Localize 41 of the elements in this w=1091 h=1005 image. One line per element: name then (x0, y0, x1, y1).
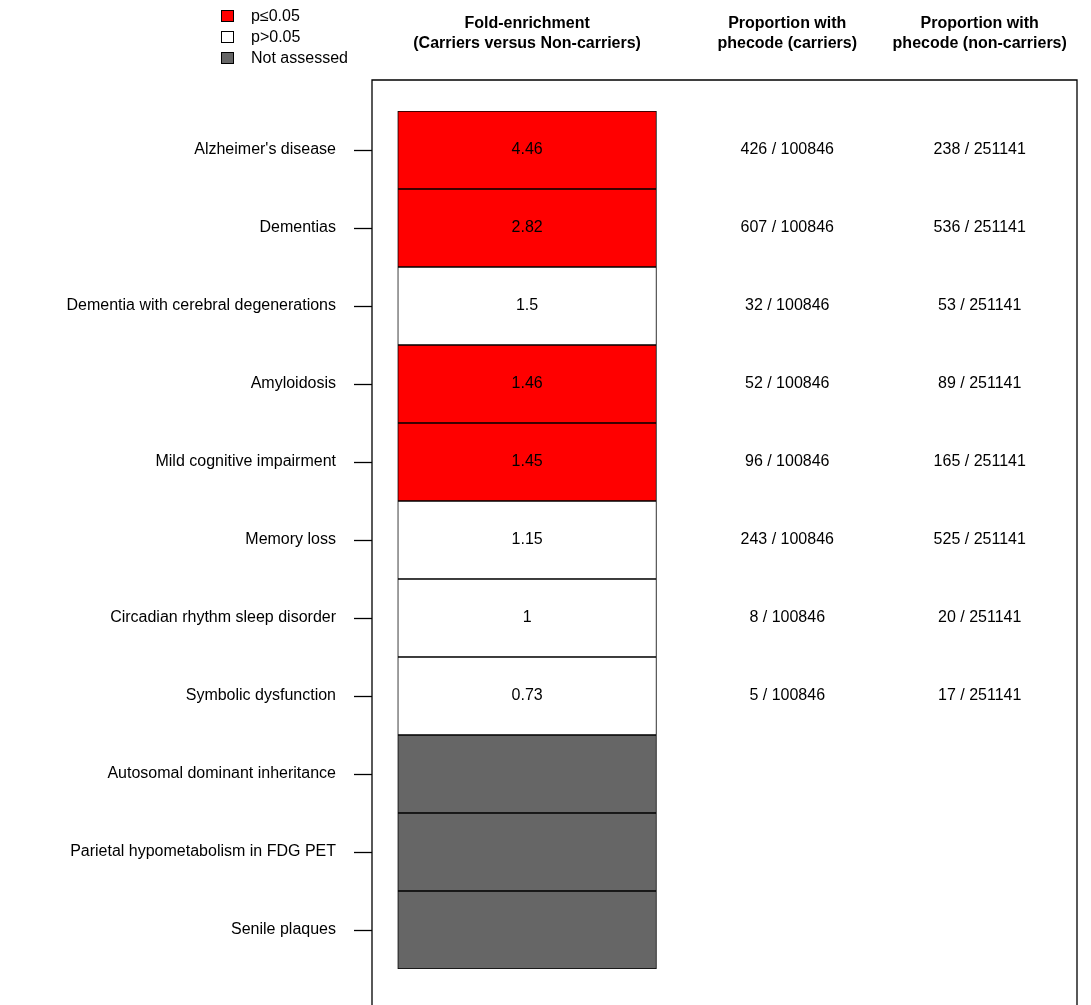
text: 238 / 251141 (933, 140, 1026, 158)
text: 20 / 251141 (938, 608, 1022, 626)
data-label: 1.15 (511, 530, 543, 548)
data-label: 1 (522, 608, 532, 626)
text: 5 / 100846 (749, 686, 826, 704)
y-tick-label: Parietal hypometabolism in FDG PET (70, 842, 337, 860)
data-label: 2.82 (511, 218, 543, 236)
text: 525 / 251141 (933, 530, 1026, 548)
text: 243 / 100846 (740, 530, 834, 548)
y-tick-label: Memory loss (245, 530, 336, 548)
y-tick-label: Alzheimer's disease (194, 140, 337, 158)
data-label: 1.5 (515, 296, 539, 314)
text: 53 / 251141 (938, 296, 1022, 314)
text: 165 / 251141 (933, 452, 1026, 470)
y-tick-label: Autosomal dominant inheritance (107, 764, 337, 782)
y-tick-label: Senile plaques (231, 920, 336, 938)
text: p>0.05 (251, 27, 301, 47)
text: Not assessed (251, 48, 348, 68)
text: 32 / 100846 (744, 296, 830, 314)
text: p≤0.05 (251, 6, 300, 26)
text: 536 / 251141 (933, 218, 1026, 236)
y-tick-label: Mild cognitive impairment (155, 452, 337, 470)
x-tick-label: Proportion with phecode (non-carriers) (892, 14, 1067, 51)
y-tick-label: Symbolic dysfunction (185, 686, 336, 704)
text: 8 / 100846 (749, 608, 826, 626)
y-tick-label: Dementias (259, 218, 336, 236)
data-label: 1.45 (511, 452, 543, 470)
text: 607 / 100846 (740, 218, 834, 236)
text: 89 / 251141 (938, 374, 1022, 392)
text: 17 / 251141 (938, 686, 1022, 704)
x-tick-label: Fold-enrichment (Carriers versus Non-carriers) (413, 14, 641, 51)
y-tick-label: Circadian rhythm sleep disorder (110, 608, 337, 626)
x-tick-label: Proportion with phecode (carriers) (717, 14, 858, 51)
data-label: 0.73 (511, 686, 543, 704)
data-label: 4.46 (511, 140, 543, 158)
y-tick-label: Dementia with cerebral degenerations (66, 296, 336, 314)
text: 96 / 100846 (744, 452, 830, 470)
text: 426 / 100846 (740, 140, 834, 158)
text: 52 / 100846 (744, 374, 830, 392)
data-label: 1.46 (511, 374, 543, 392)
y-tick-label: Amyloidosis (250, 374, 336, 392)
